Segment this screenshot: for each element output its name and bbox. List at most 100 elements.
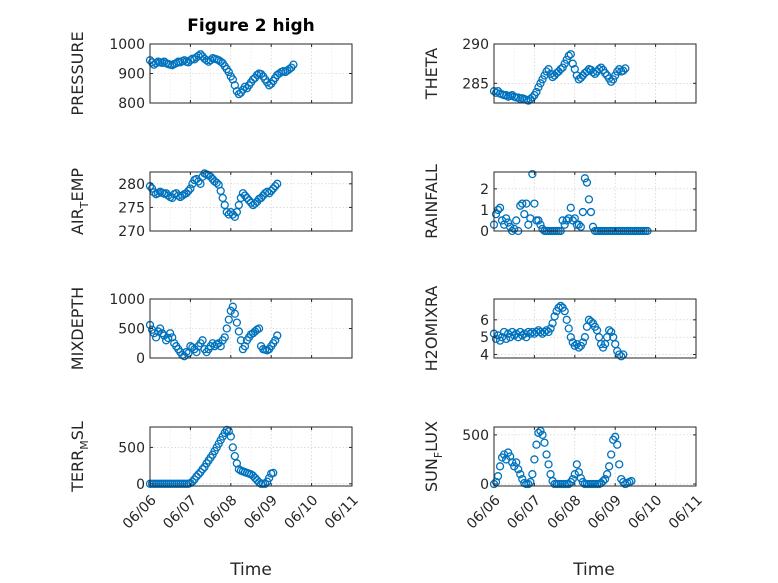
- data-point: [556, 65, 565, 74]
- data-point: [184, 186, 193, 196]
- data-point: [503, 448, 513, 457]
- data-point: [206, 56, 215, 65]
- data-point: [501, 214, 511, 223]
- data-point: [518, 199, 527, 208]
- y-tick-label: 0: [136, 477, 145, 493]
- data-point: [149, 188, 159, 197]
- y-axis-label: RAINFALL: [422, 164, 441, 239]
- y-tick-label: 280: [118, 177, 145, 193]
- data-point: [506, 333, 515, 342]
- y-tick-label: 275: [118, 200, 145, 216]
- y-label-subscript: T: [78, 201, 91, 209]
- data-point: [586, 317, 596, 326]
- data-point: [607, 450, 616, 459]
- data-point: [224, 67, 233, 77]
- data-point: [269, 468, 278, 478]
- data-point: [222, 324, 231, 333]
- data-point: [562, 216, 571, 225]
- data-point: [578, 338, 588, 347]
- data-point: [178, 191, 187, 200]
- data-point: [607, 77, 616, 86]
- data-point: [528, 93, 537, 102]
- axes-box: [493, 426, 697, 487]
- data-point: [236, 193, 246, 203]
- axes-box: [149, 426, 353, 487]
- data-point: [503, 218, 513, 227]
- y-tick-label: 0: [136, 351, 145, 367]
- data-point: [230, 309, 239, 318]
- data-point: [538, 75, 547, 84]
- y-tick-label: 0: [480, 477, 489, 493]
- y-label-main: THETA: [422, 48, 441, 100]
- data-point: [621, 64, 630, 73]
- data-point: [188, 477, 197, 486]
- y-tick-label: 500: [118, 440, 145, 456]
- data-point: [244, 196, 254, 205]
- data-point: [611, 71, 620, 80]
- data-point: [273, 331, 282, 340]
- y-tick-label: 285: [462, 76, 489, 92]
- y-tick-label: 1000: [109, 292, 145, 308]
- data-point: [576, 222, 586, 231]
- data-point: [198, 465, 207, 474]
- data-point: [273, 179, 282, 188]
- data-point: [602, 470, 612, 479]
- data-point: [226, 207, 235, 217]
- y-tick-label: 1: [480, 203, 489, 219]
- data-point: [607, 327, 616, 337]
- data-point: [609, 75, 618, 84]
- data-point: [556, 301, 565, 311]
- y-label-tail: EMP: [68, 168, 87, 202]
- y-label-main: MIXDEPTH: [68, 287, 87, 370]
- y-axis-label: PRESSURE: [68, 31, 87, 115]
- y-axis-label: MIXDEPTH: [68, 287, 87, 370]
- data-point: [230, 451, 239, 461]
- data-point: [574, 343, 583, 352]
- data-point: [572, 460, 581, 469]
- data-point: [501, 90, 511, 100]
- data-point: [497, 333, 507, 342]
- subplot-pressure: 800 900 1000 PRESSURE: [68, 31, 353, 116]
- data-point: [570, 470, 579, 479]
- data-point: [570, 341, 579, 351]
- subplot-theta: 285 290 THETA: [422, 37, 697, 105]
- data-point: [493, 472, 503, 481]
- data-point: [269, 184, 278, 193]
- data-point: [615, 460, 624, 469]
- data-point: [568, 59, 577, 68]
- y-label-main: PRESSURE: [68, 31, 87, 115]
- data-point: [252, 70, 262, 80]
- data-point: [582, 67, 592, 76]
- data-point: [289, 60, 298, 69]
- data-point: [491, 209, 501, 219]
- y-tick-label: 500: [462, 428, 489, 444]
- data-point: [506, 222, 515, 231]
- subplot-sun: 0 500 06/06 06/07 06/08 06/09 06/10 06/11 SUNFLU…: [422, 421, 706, 532]
- data-point: [240, 82, 250, 91]
- y-label-main: SUN: [422, 458, 441, 492]
- y-label-main: RAINFALL: [422, 164, 441, 239]
- data-point: [562, 55, 571, 64]
- data-point: [149, 329, 159, 338]
- data-point: [164, 191, 173, 200]
- data-point: [155, 324, 165, 333]
- y-tick-label: 500: [118, 322, 145, 338]
- x-tick-label: 06/07: [160, 492, 200, 532]
- x-tick-label: 06/10: [626, 492, 666, 532]
- data-point: [528, 470, 537, 479]
- data-point: [512, 216, 521, 225]
- data-point: [540, 438, 549, 447]
- data-point: [236, 336, 246, 345]
- data-point: [265, 189, 274, 198]
- y-axis-label: H2OMIXRA: [422, 286, 441, 372]
- data-point: [194, 470, 203, 479]
- data-point: [182, 189, 191, 198]
- data-point: [530, 455, 539, 464]
- data-point: [256, 69, 266, 79]
- data-point: [564, 214, 573, 223]
- data-point: [250, 199, 260, 208]
- data-point: [615, 65, 624, 74]
- data-point: [510, 331, 519, 340]
- data-point: [542, 326, 551, 335]
- data-point: [566, 203, 575, 212]
